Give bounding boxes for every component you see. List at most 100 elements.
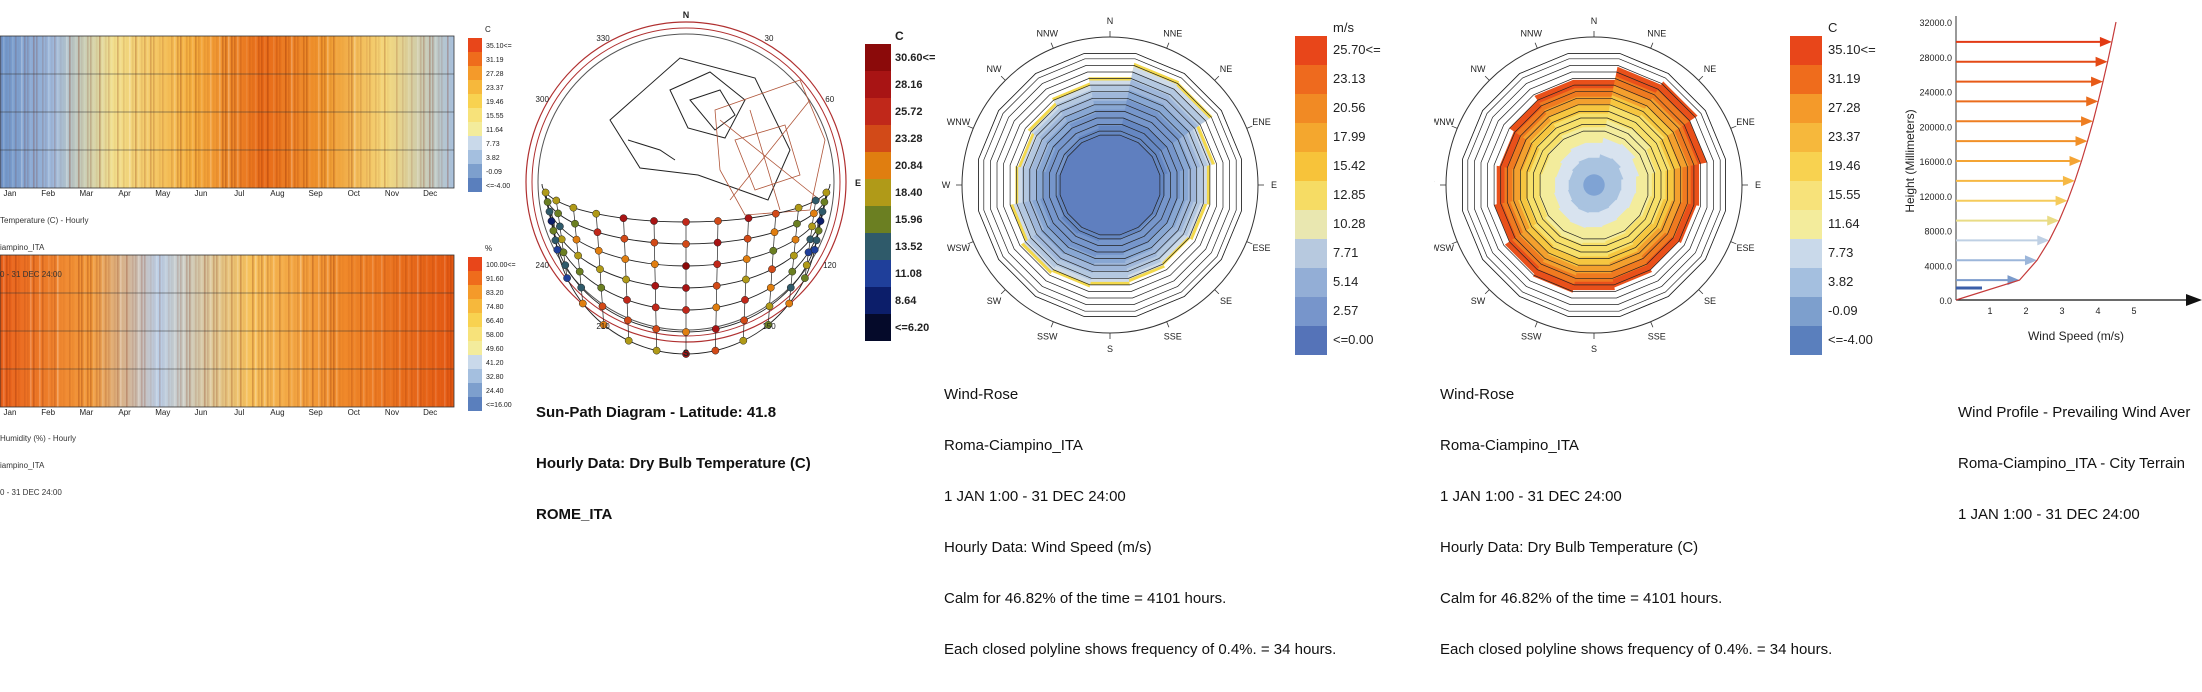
frequency-polyline bbox=[1539, 130, 1649, 240]
legend-swatch bbox=[468, 80, 482, 94]
y-tick-label: 20000.0 bbox=[1919, 122, 1952, 132]
x-tick-label: May bbox=[155, 189, 170, 198]
legend-value: 23.13 bbox=[1333, 71, 1366, 86]
sun-point bbox=[822, 188, 831, 197]
sun-point bbox=[711, 346, 720, 355]
sun-point bbox=[742, 255, 751, 263]
sun-point bbox=[820, 198, 829, 206]
legend-swatch bbox=[1295, 239, 1327, 268]
context-buildings bbox=[609, 57, 791, 201]
direction-tick bbox=[1650, 42, 1654, 49]
legend-value: 19.46 bbox=[1828, 158, 1861, 173]
sun-point bbox=[682, 218, 690, 226]
frequency-polyline bbox=[1029, 104, 1191, 266]
sun-point bbox=[554, 209, 562, 218]
sun-point bbox=[740, 316, 748, 325]
legend-value: 3.82 bbox=[486, 155, 500, 162]
x-tick-label: Apr bbox=[118, 189, 131, 198]
sun-point bbox=[802, 261, 811, 270]
caption-line: Hourly Data: Dry Bulb Temperature (C) bbox=[1440, 539, 1699, 556]
legend-value: 31.19 bbox=[486, 57, 504, 64]
sun-point bbox=[810, 209, 818, 218]
frequency-polyline bbox=[1487, 78, 1701, 292]
sun-point bbox=[790, 251, 798, 260]
legend-swatch bbox=[468, 383, 482, 397]
direction-tick bbox=[1246, 241, 1253, 245]
sun-point bbox=[541, 188, 550, 197]
caption-line: 1 JAN 1:00 - 31 DEC 24:00 bbox=[1958, 506, 2140, 523]
sun-point bbox=[652, 346, 661, 355]
y-tick-label: 4000.0 bbox=[1924, 261, 1952, 271]
sun-point bbox=[785, 299, 794, 308]
direction-label: WSW bbox=[947, 243, 970, 253]
legend-value: 35.10<= bbox=[486, 43, 512, 50]
sun-path-labels: NESW3303060300120240210150 bbox=[510, 10, 861, 358]
sun-point bbox=[599, 320, 608, 329]
caption-line: Wind-Rose bbox=[944, 386, 1019, 403]
frequency-polyline bbox=[1016, 91, 1204, 279]
wind-vector-head bbox=[2037, 235, 2050, 246]
x-tick-label: May bbox=[155, 408, 170, 417]
legend-value: 19.46 bbox=[486, 99, 504, 106]
frequency-polyline bbox=[996, 71, 1224, 299]
sun-arc bbox=[541, 183, 831, 223]
frequency-polyline bbox=[1526, 117, 1662, 253]
sun-point bbox=[547, 217, 556, 225]
legend-swatch bbox=[1295, 210, 1327, 239]
direction-tick bbox=[1698, 75, 1704, 81]
x-tick-label: Oct bbox=[348, 189, 361, 198]
direction-tick bbox=[1050, 321, 1054, 328]
wind-profile-caption: Wind Profile - Prevailing Wind Aver Roma… bbox=[1958, 370, 2190, 557]
frequency-polyline bbox=[1533, 124, 1655, 246]
legend-swatch bbox=[865, 98, 891, 125]
caption-line: Calm for 46.82% of the time = 4101 hours… bbox=[1440, 590, 1723, 607]
wind-profile-panel: 32000.0 28000.0 24000.0 20000.0 16000.0 12000… bbox=[1900, 0, 2202, 523]
caption-line: 0 - 31 DEC 24:00 bbox=[0, 270, 62, 279]
legend-swatch bbox=[865, 287, 891, 314]
x-tick-label: Jul bbox=[234, 189, 244, 198]
legend-value: 74.80 bbox=[486, 304, 504, 311]
sun-point bbox=[556, 222, 564, 231]
sun-point bbox=[744, 214, 753, 223]
frequency-polyline bbox=[1049, 124, 1171, 246]
x-tick-label: 5 bbox=[2131, 306, 2136, 316]
sun-point bbox=[741, 296, 749, 304]
legend-swatch bbox=[468, 271, 482, 285]
direction-tick bbox=[1000, 75, 1006, 81]
wind-vector-head bbox=[2069, 156, 2082, 166]
y-tick-label: 24000.0 bbox=[1919, 88, 1952, 98]
wind-profile-svg: 32000.028000.024000.020000.016000.012000… bbox=[1903, 16, 2202, 343]
direction-tick bbox=[1050, 42, 1054, 49]
sun-point bbox=[543, 198, 552, 206]
legend-swatch bbox=[468, 38, 482, 52]
frequency-polyline bbox=[1022, 97, 1198, 273]
x-tick-label: Aug bbox=[270, 408, 284, 417]
legend-value: 15.55 bbox=[1828, 187, 1861, 202]
sun-point bbox=[620, 234, 629, 243]
direction-label: W bbox=[1434, 180, 1435, 190]
legend-swatch bbox=[1295, 268, 1327, 297]
sun-point bbox=[793, 219, 801, 228]
angle-label: 120 bbox=[823, 261, 837, 270]
legend-value: 25.72 bbox=[895, 106, 923, 118]
legend-swatch bbox=[1790, 181, 1822, 210]
sun-point bbox=[652, 325, 661, 333]
sun-point bbox=[682, 284, 690, 292]
sun-point bbox=[682, 306, 690, 314]
frequency-polyline bbox=[1462, 53, 1726, 317]
legend-value: 66.40 bbox=[486, 318, 504, 325]
legend-value: 20.84 bbox=[895, 160, 923, 172]
legend-value: 28.16 bbox=[895, 79, 923, 91]
frequency-polyline bbox=[1042, 117, 1178, 253]
direction-label: NNW bbox=[1036, 28, 1058, 38]
wind-vector-head bbox=[2024, 255, 2037, 266]
legend-swatch bbox=[468, 285, 482, 299]
sun-point bbox=[801, 274, 809, 282]
sun-point bbox=[593, 228, 602, 237]
heatmap-panel: Jan Feb Mar Apr May Jun Jul Aug Sep Oct Nov Dec C 35… bbox=[0, 0, 520, 497]
caption-line: 0 - 31 DEC 24:00 bbox=[0, 488, 62, 497]
sun-point bbox=[811, 196, 820, 205]
legend-value: 25.70<= bbox=[1333, 42, 1381, 57]
sun-point bbox=[682, 240, 690, 248]
x-tick-label: Jan bbox=[4, 408, 17, 417]
